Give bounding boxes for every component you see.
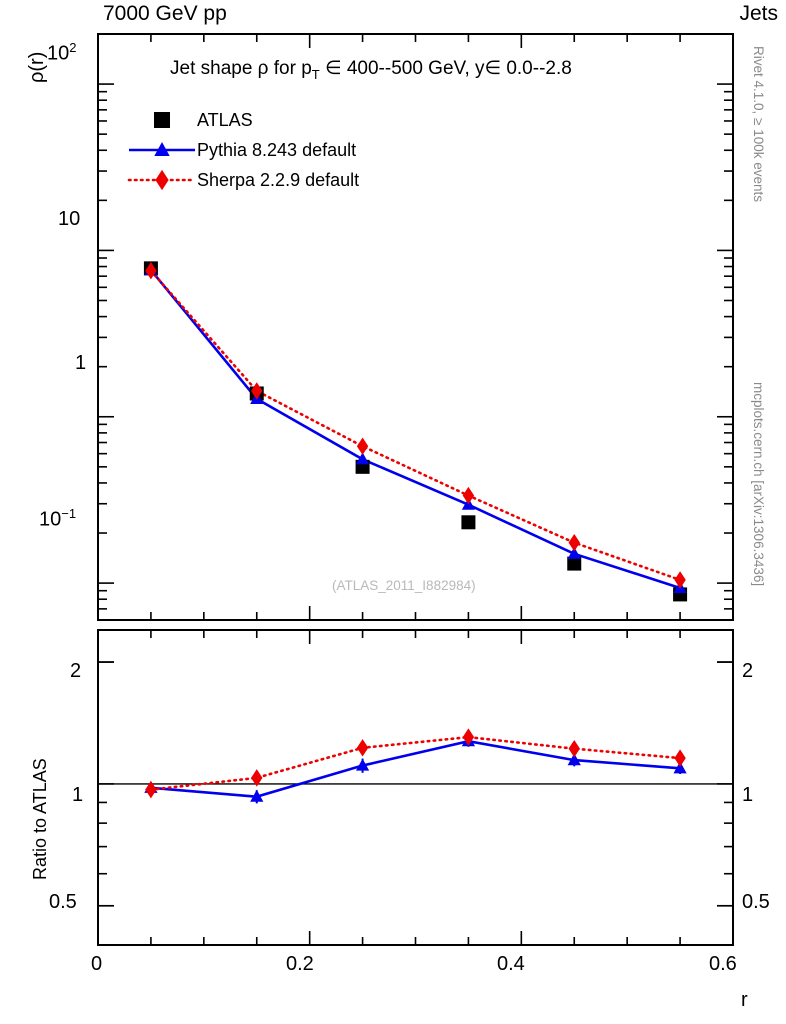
ratio-series-line xyxy=(150,739,681,798)
title-part-sub: T xyxy=(311,66,320,82)
data-point-marker xyxy=(673,581,687,594)
main-y-axis-label-text: ρ(r) xyxy=(26,51,48,83)
data-point-marker xyxy=(674,749,686,767)
xtick-02: 0.2 xyxy=(286,953,314,975)
ratio-ytick-2-right: 2 xyxy=(742,660,754,682)
ratio-ytick-1-left: 1 xyxy=(72,784,84,806)
ratio-ytick-05-left: 0.5 xyxy=(49,891,77,913)
legend-label-sherpa: Sherpa 2.2.9 default xyxy=(197,170,360,190)
analysis-id-watermark: (ATLAS_2011_I882984) xyxy=(332,578,476,593)
x-axis-label: r xyxy=(741,989,748,1011)
ratio-panel-data xyxy=(144,728,687,804)
main-panel-ticks xyxy=(97,33,734,621)
data-point-marker xyxy=(462,486,475,505)
data-point-marker xyxy=(144,780,158,793)
series-line xyxy=(149,269,681,590)
data-point-marker xyxy=(567,753,581,766)
ratio-y-axis-label: Ratio to ATLAS xyxy=(30,758,51,880)
header-left-beam-label: 7000 GeV pp xyxy=(103,2,227,25)
data-point-marker xyxy=(154,141,170,156)
title-part-a: Jet shape ρ for p xyxy=(170,58,312,79)
data-point-marker xyxy=(356,739,369,757)
data-point-marker xyxy=(461,497,476,510)
data-point-marker xyxy=(567,546,581,559)
main-ytick-1e2: 102 xyxy=(47,40,77,65)
data-point-marker xyxy=(145,780,157,799)
data-point-marker xyxy=(673,587,688,602)
main-y-axis-label: ρ(r) xyxy=(26,52,49,83)
main-panel-data xyxy=(143,261,688,602)
data-point-marker xyxy=(154,112,170,128)
data-point-marker xyxy=(250,789,264,802)
data-point-marker xyxy=(356,437,369,455)
legend-markers xyxy=(127,112,197,191)
main-ytick-1em1: 10−1 xyxy=(39,506,77,531)
data-point-marker xyxy=(674,571,686,589)
data-point-marker xyxy=(673,761,687,774)
data-point-marker xyxy=(462,728,475,746)
xtick-06: 0.6 xyxy=(709,953,737,975)
data-point-marker xyxy=(251,382,263,400)
data-point-marker xyxy=(155,169,169,191)
ratio-ytick-1-right: 1 xyxy=(742,784,754,806)
main-ytick-1: 1 xyxy=(75,352,87,374)
data-point-marker xyxy=(143,261,158,276)
side-label-rivet: Rivet 4.1.0, ≥ 100k events xyxy=(751,46,766,202)
side-label-mcplots: mcplots.cern.ch [arXiv:1306.3436] xyxy=(751,382,766,587)
ratio-panel-frame xyxy=(97,629,734,946)
ratio-panel-ticks xyxy=(97,630,734,946)
xtick-0: 0 xyxy=(91,953,103,975)
data-point-marker xyxy=(355,452,370,465)
data-point-marker xyxy=(567,556,582,571)
series-line xyxy=(149,269,682,582)
data-point-marker xyxy=(250,392,264,405)
data-point-marker xyxy=(355,459,370,474)
ratio-ytick-2-left: 2 xyxy=(70,660,82,682)
data-point-marker xyxy=(144,263,158,276)
data-point-marker xyxy=(249,386,264,401)
ratio-y-axis-label-text: Ratio to ATLAS xyxy=(30,758,50,880)
main-plot-title: Jet shape ρ for pT ∈ 400--500 GeV, y∈ 0.… xyxy=(170,57,572,82)
ratio-series-line xyxy=(149,735,682,791)
legend-label-pythia: Pythia 8.243 default xyxy=(197,140,357,160)
data-point-marker xyxy=(461,515,476,530)
data-point-marker xyxy=(568,739,580,758)
main-panel-frame xyxy=(97,33,734,621)
header-right-analysis-label: Jets xyxy=(739,2,778,25)
data-point-marker xyxy=(251,769,263,787)
main-ytick-10: 10 xyxy=(58,208,81,230)
ratio-ytick-05-right: 0.5 xyxy=(742,891,770,913)
data-point-marker xyxy=(461,734,476,747)
data-point-marker xyxy=(568,533,580,552)
data-point-marker xyxy=(145,262,157,280)
xtick-04: 0.4 xyxy=(497,953,525,975)
legend-label-atlas: ATLAS xyxy=(197,110,253,130)
title-part-b: ∈ 400--500 GeV, y∈ 0.0--2.8 xyxy=(319,58,572,79)
data-point-marker xyxy=(355,758,370,771)
